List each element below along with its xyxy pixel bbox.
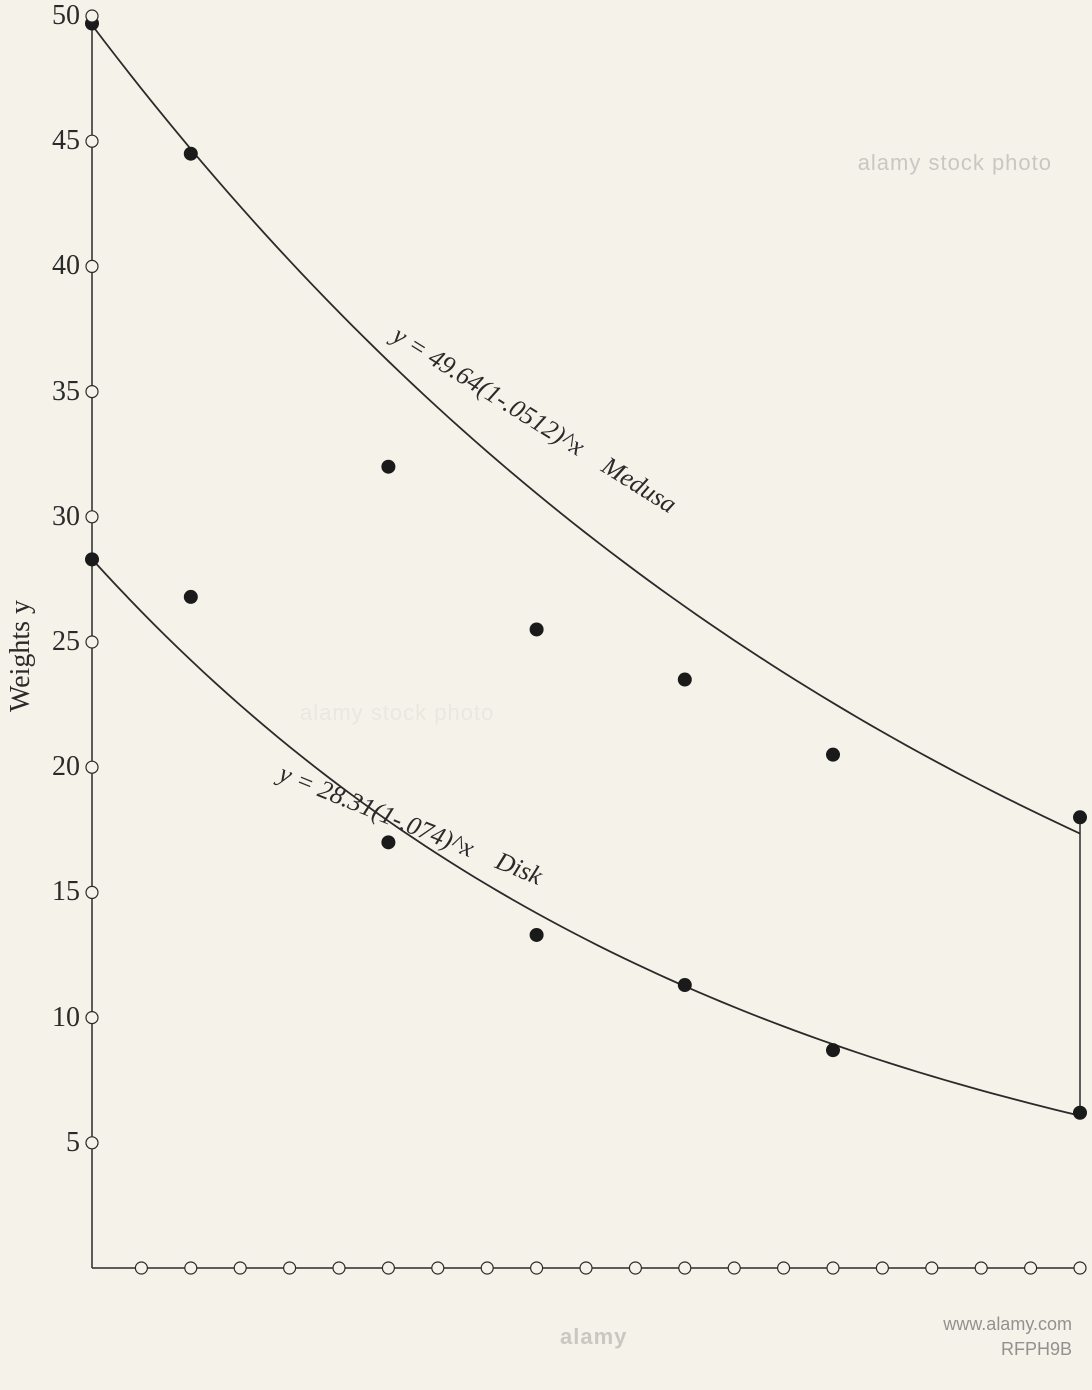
y-tick-label: 5: [30, 1127, 80, 1159]
y-tick-label: 15: [30, 876, 80, 908]
y-tick-label: 20: [30, 751, 80, 783]
y-tick-label: 10: [30, 1002, 80, 1034]
y-tick-label: 35: [30, 376, 80, 408]
watermark-url: www.alamy.com: [943, 1314, 1072, 1335]
y-tick-label: 50: [30, 0, 80, 32]
chart-svg: [0, 0, 1092, 1390]
y-tick-label: 25: [30, 626, 80, 658]
watermark-bottom-left: alamy: [560, 1324, 627, 1350]
y-tick-label: 45: [30, 125, 80, 157]
y-tick-label: 40: [30, 250, 80, 282]
watermark-top: alamy stock photo: [858, 150, 1052, 176]
y-tick-label: 30: [30, 501, 80, 533]
watermark-mid: alamy stock photo: [300, 700, 494, 726]
chart-container: Weights y 5101520253035404550 y = 49.64(…: [0, 0, 1092, 1390]
watermark-code: RFPH9B: [1001, 1339, 1072, 1360]
